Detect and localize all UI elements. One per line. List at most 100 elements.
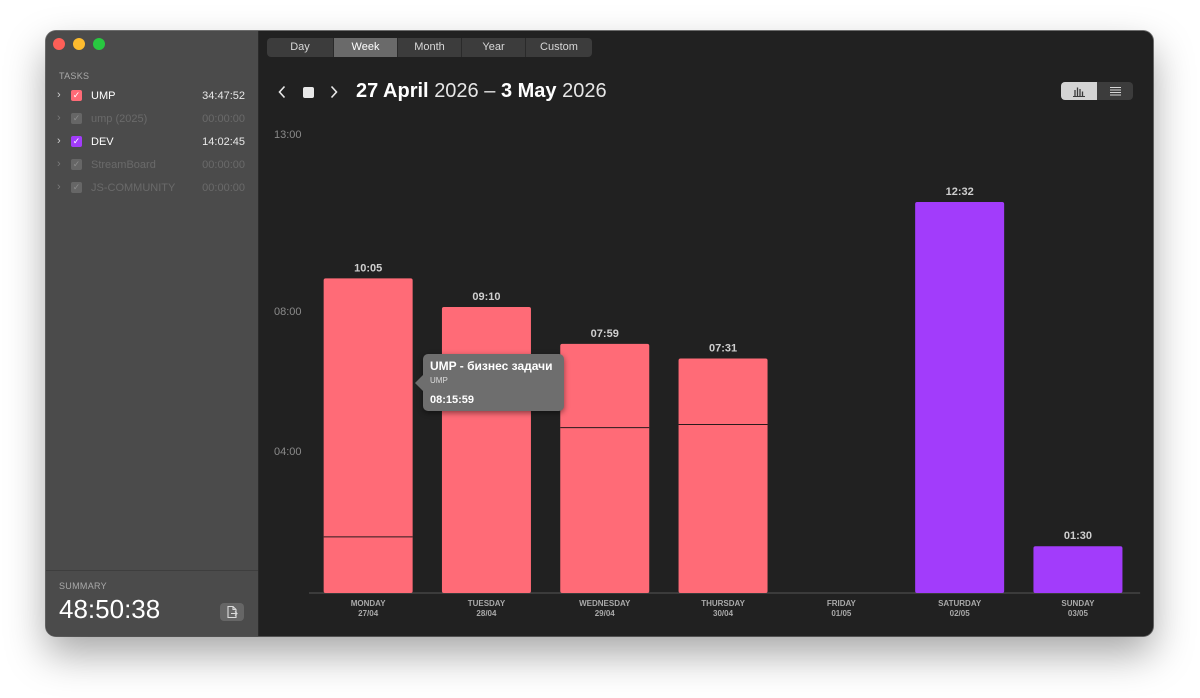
tab-week[interactable]: Week — [334, 38, 398, 57]
chart-bar — [1033, 546, 1123, 593]
task-name: DEV — [91, 136, 114, 148]
bar-value-label: 12:32 — [946, 186, 974, 198]
x-category-day: TUESDAY — [468, 599, 506, 608]
x-category-day: WEDNESDAY — [579, 599, 631, 608]
x-category-date: 28/04 — [476, 609, 497, 618]
summary-divider — [46, 570, 258, 571]
checkmark-icon: ✓ — [72, 182, 81, 192]
sidebar: TASKS › ✓ UMP 34:47:52 › ✓ ump (2025) 00:00:00 ›… — [46, 31, 259, 636]
chevron-right-icon[interactable]: › — [57, 158, 61, 170]
view-mode-toggle — [1061, 82, 1133, 100]
app-window: TASKS › ✓ UMP 34:47:52 › ✓ ump (2025) 00:00:00 ›… — [46, 31, 1153, 636]
x-category-date: 01/05 — [831, 609, 852, 618]
summary-total-time: 48:50:38 — [59, 594, 161, 624]
task-checkbox[interactable]: ✓ — [71, 90, 82, 101]
checkmark-icon: ✓ — [72, 90, 81, 100]
task-name: UMP — [91, 90, 116, 102]
chevron-right-icon[interactable]: › — [57, 135, 61, 147]
chart-view-button[interactable] — [1061, 82, 1097, 100]
tab-day[interactable]: Day — [267, 38, 334, 57]
stop-button[interactable] — [299, 82, 317, 102]
period-tabs: Day Week Month Year Custom — [267, 38, 592, 57]
task-checkbox[interactable]: ✓ — [71, 182, 82, 193]
task-name: StreamBoard — [91, 159, 156, 171]
chart-bar — [678, 358, 768, 593]
tooltip-title: UMP - бизнес задачи — [430, 359, 553, 373]
previous-period-button[interactable] — [273, 82, 291, 102]
bar-value-label: 07:31 — [709, 342, 737, 354]
x-category-day: MONDAY — [351, 599, 386, 608]
x-category-day: FRIDAY — [827, 599, 857, 608]
export-button[interactable] — [220, 603, 244, 621]
chevron-right-icon[interactable]: › — [57, 89, 61, 101]
bar-chart-icon — [1073, 87, 1085, 97]
checkmark-icon: ✓ — [72, 136, 81, 146]
chevron-right-icon[interactable]: › — [57, 181, 61, 193]
task-row[interactable]: › ✓ ump (2025) 00:00:00 — [46, 108, 258, 131]
close-window-button[interactable] — [53, 38, 65, 50]
x-category-date: 30/04 — [713, 609, 734, 618]
task-time: 00:00:00 — [202, 113, 245, 125]
task-list: › ✓ UMP 34:47:52 › ✓ ump (2025) 00:00:00 › ✓ DEV 14… — [46, 85, 258, 200]
task-name: JS-COMMUNITY — [91, 182, 176, 194]
y-tick-label: 13:00 — [274, 129, 302, 141]
bar-tooltip: UMP - бизнес задачи UMP 08:15:59 — [415, 354, 564, 411]
tab-month[interactable]: Month — [398, 38, 462, 57]
range-end-date: 3 May — [500, 80, 557, 102]
x-category-date: 03/05 — [1068, 609, 1089, 618]
x-category-day: THURSDAY — [701, 599, 745, 608]
task-time: 14:02:45 — [202, 136, 245, 148]
range-separator: – — [484, 80, 496, 102]
task-time: 34:47:52 — [202, 90, 245, 102]
tab-year[interactable]: Year — [462, 38, 526, 57]
task-name: ump (2025) — [91, 113, 148, 125]
chart-bar — [323, 278, 413, 593]
task-checkbox[interactable]: ✓ — [71, 113, 82, 124]
window-controls — [53, 38, 105, 50]
range-end-year: 2026 — [562, 80, 607, 102]
y-tick-label: 08:00 — [274, 306, 302, 318]
task-row[interactable]: › ✓ UMP 34:47:52 — [46, 85, 258, 108]
export-document-icon — [227, 605, 238, 619]
y-tick-label: 04:00 — [274, 446, 302, 458]
chevron-right-icon[interactable]: › — [57, 112, 61, 124]
main-panel: Day Week Month Year Custom 27 April 2026 – 3… — [259, 31, 1153, 636]
range-start-year: 2026 — [434, 80, 479, 102]
minimize-window-button[interactable] — [73, 38, 85, 50]
chevron-right-icon — [330, 85, 338, 99]
summary-heading: SUMMARY — [59, 581, 107, 591]
tooltip-project: UMP — [430, 376, 448, 385]
bar-value-label: 09:10 — [472, 291, 500, 303]
zoom-window-button[interactable] — [93, 38, 105, 50]
list-icon — [1109, 87, 1121, 96]
x-category-date: 02/05 — [950, 609, 971, 618]
date-range-title: 27 April 2026 – 3 May 2026 — [356, 80, 607, 103]
tab-custom[interactable]: Custom — [540, 41, 578, 53]
next-period-button[interactable] — [325, 82, 343, 102]
task-time: 00:00:00 — [202, 182, 245, 194]
chart-bar — [915, 201, 1005, 593]
x-category-day: SATURDAY — [938, 599, 982, 608]
tooltip-duration: 08:15:59 — [430, 394, 475, 406]
task-time: 00:00:00 — [202, 159, 245, 171]
range-start-date: 27 April — [356, 80, 429, 102]
bar-value-label: 01:30 — [1064, 530, 1092, 542]
bar-value-label: 07:59 — [591, 328, 619, 340]
x-category-date: 27/04 — [358, 609, 379, 618]
chart-bar — [441, 306, 531, 593]
task-checkbox[interactable]: ✓ — [71, 159, 82, 170]
tasks-heading: TASKS — [59, 71, 90, 81]
chevron-left-icon — [278, 85, 286, 99]
stop-icon — [302, 86, 314, 98]
checkmark-icon: ✓ — [72, 159, 81, 169]
task-row[interactable]: › ✓ JS-COMMUNITY 00:00:00 — [46, 177, 258, 200]
task-row[interactable]: › ✓ StreamBoard 00:00:00 — [46, 154, 258, 177]
checkmark-icon: ✓ — [72, 113, 81, 123]
task-checkbox[interactable]: ✓ — [71, 136, 82, 147]
list-view-button[interactable] — [1097, 82, 1133, 100]
chart-bar — [560, 343, 650, 593]
x-category-date: 29/04 — [595, 609, 616, 618]
x-category-day: SUNDAY — [1061, 599, 1095, 608]
task-row[interactable]: › ✓ DEV 14:02:45 — [46, 131, 258, 154]
bar-value-label: 10:05 — [354, 262, 382, 274]
